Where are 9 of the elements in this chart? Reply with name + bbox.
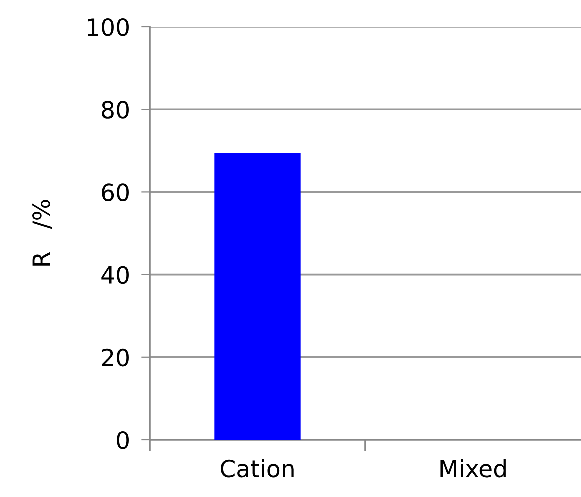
x-tick-label: Mixed: [440, 459, 506, 478]
y-tick-label: 80: [102, 101, 129, 119]
y-tick-label: 20: [102, 348, 129, 367]
y-tick-label: 0: [117, 431, 129, 450]
y-tick-label: 40: [102, 266, 129, 284]
x-tick-label: Cation: [220, 459, 294, 478]
y-axis-title: R /%: [32, 200, 52, 266]
y-tick-label: 60: [102, 184, 129, 202]
y-tick-label: 100: [88, 18, 129, 36]
